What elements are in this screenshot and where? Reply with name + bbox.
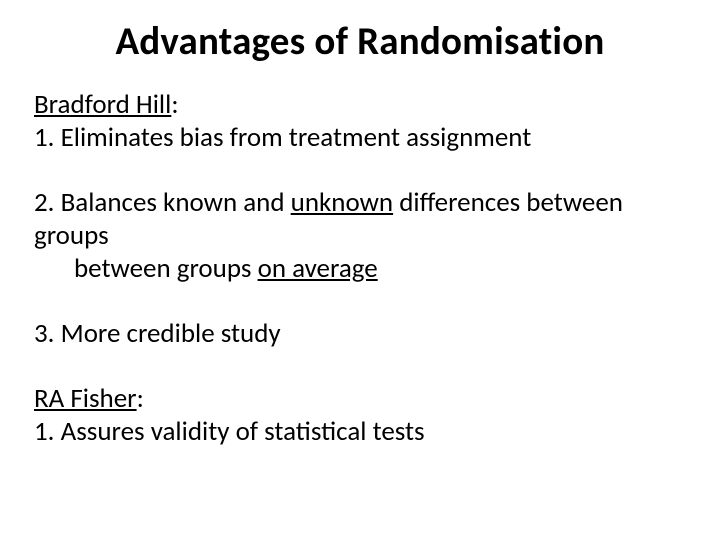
point-fisher-1: 1. Assures validity of statistical tests: [34, 416, 686, 449]
slide-container: Advantages of Randomisation Bradford Hil…: [0, 0, 720, 540]
point-2-unknown: unknown: [291, 186, 393, 219]
point-2-indent: between groups on average: [34, 252, 378, 285]
colon-2: :: [137, 382, 144, 415]
point-1: 1. Eliminates bias from treatment assign…: [34, 122, 686, 155]
section-bradford-hill: Bradford Hill: 1. Eliminates bias from t…: [34, 89, 686, 155]
point-3: 3. More credible study: [34, 318, 686, 351]
author-line-1: Bradford Hill:: [34, 89, 686, 122]
section-ra-fisher: RA Fisher: 1. Assures validity of statis…: [34, 383, 686, 449]
point-2-on-average: on average: [258, 252, 378, 285]
point-2: 2. Balances known and unknown difference…: [34, 187, 686, 286]
point-2-part-a: 2. Balances known and: [34, 186, 291, 219]
slide-body: Bradford Hill: 1. Eliminates bias from t…: [34, 89, 686, 449]
colon-1: :: [171, 88, 178, 121]
author-ra-fisher: RA Fisher: [34, 382, 137, 415]
slide-title: Advantages of Randomisation: [34, 18, 686, 65]
author-bradford-hill: Bradford Hill: [34, 88, 171, 121]
author-line-2: RA Fisher:: [34, 383, 686, 416]
point-2-between: between groups: [74, 252, 258, 285]
